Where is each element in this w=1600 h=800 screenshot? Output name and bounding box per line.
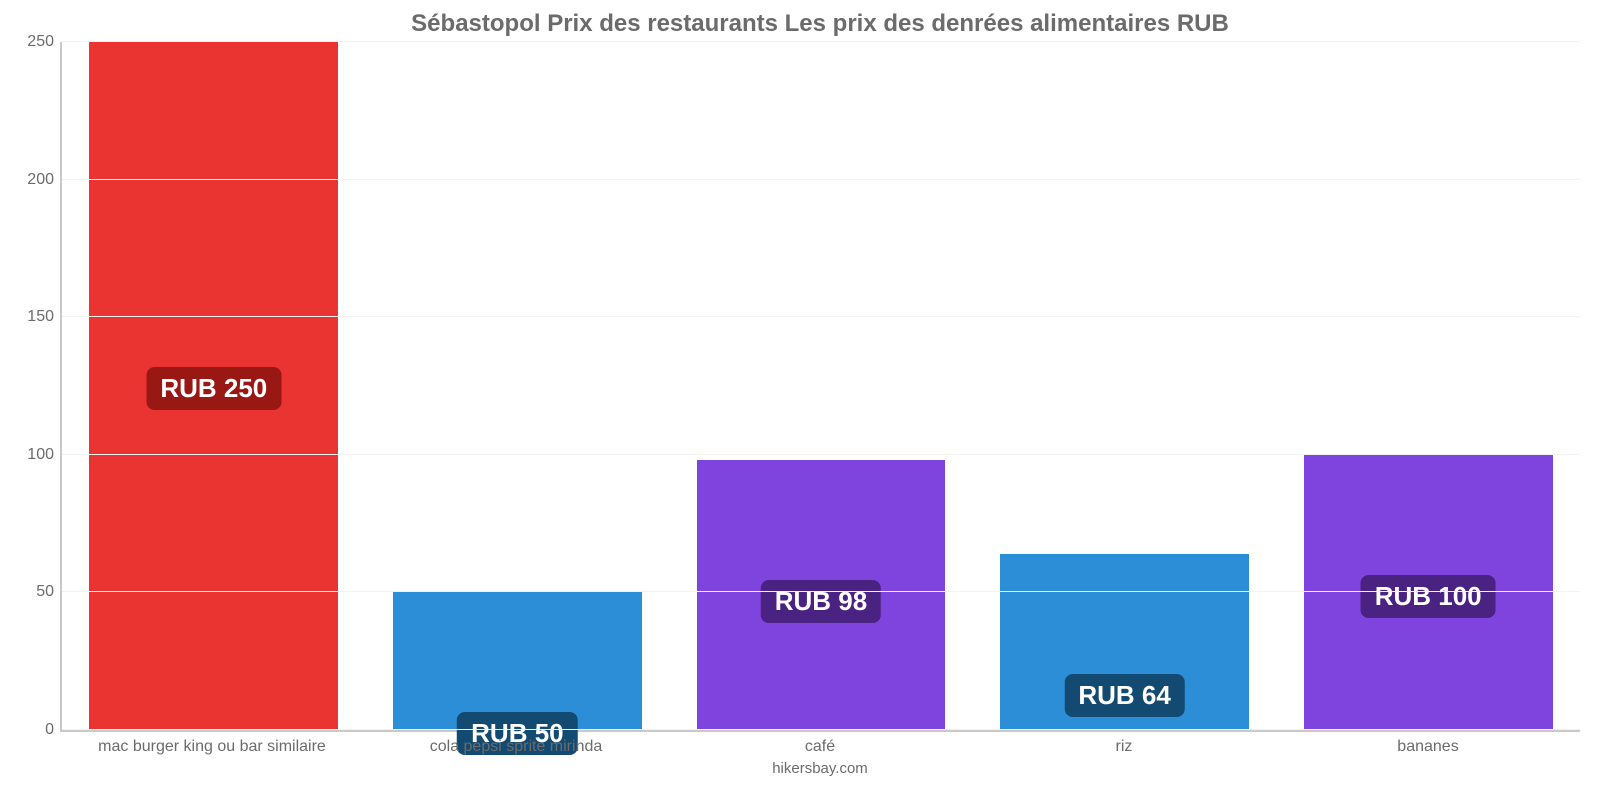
grid-line (62, 41, 1580, 42)
y-tick-label: 100 (27, 446, 62, 464)
x-tick-label: bananes (1276, 738, 1580, 756)
x-tick-label: cola pepsi sprite mirinda (364, 738, 668, 756)
grid-line (62, 591, 1580, 592)
y-tick-label: 250 (27, 33, 62, 51)
grid-line (62, 179, 1580, 180)
bars-container: RUB 250 RUB 50 RUB 98 RUB 64 RUB 100 (62, 42, 1580, 730)
x-tick-label: riz (972, 738, 1276, 756)
source-credit: hikersbay.com (60, 760, 1580, 777)
y-tick-label: 200 (27, 171, 62, 189)
bar-slot: RUB 50 (366, 42, 670, 730)
bar-slot: RUB 250 (62, 42, 366, 730)
bar: RUB 100 (1304, 455, 1553, 730)
plot-area: RUB 250RUB 50RUB 98RUB 64RUB 100 0501001… (60, 42, 1580, 732)
bar-slot: RUB 98 (669, 42, 973, 730)
bar-slot: RUB 100 (1276, 42, 1580, 730)
bar: RUB 98 (697, 460, 946, 730)
x-tick-label: café (668, 738, 972, 756)
bar-value-label: RUB 100 (1361, 575, 1496, 618)
bar: RUB 50 (393, 592, 642, 730)
y-tick-label: 150 (27, 308, 62, 326)
x-tick-label: mac burger king ou bar similaire (60, 738, 364, 756)
bar-value-label: RUB 250 (146, 367, 281, 410)
bar-slot: RUB 64 (973, 42, 1277, 730)
bar-value-label: RUB 64 (1064, 674, 1184, 717)
price-bar-chart: Sébastopol Prix des restaurants Les prix… (0, 0, 1600, 800)
grid-line (62, 454, 1580, 455)
chart-title: Sébastopol Prix des restaurants Les prix… (60, 10, 1580, 38)
x-axis: mac burger king ou bar similairecola pep… (60, 738, 1580, 756)
y-tick-label: 50 (36, 583, 62, 601)
y-tick-label: 0 (45, 721, 62, 739)
bar-value-label: RUB 98 (761, 580, 881, 623)
grid-line (62, 729, 1580, 730)
bar: RUB 250 (89, 42, 338, 730)
grid-line (62, 316, 1580, 317)
bar: RUB 64 (1000, 554, 1249, 730)
